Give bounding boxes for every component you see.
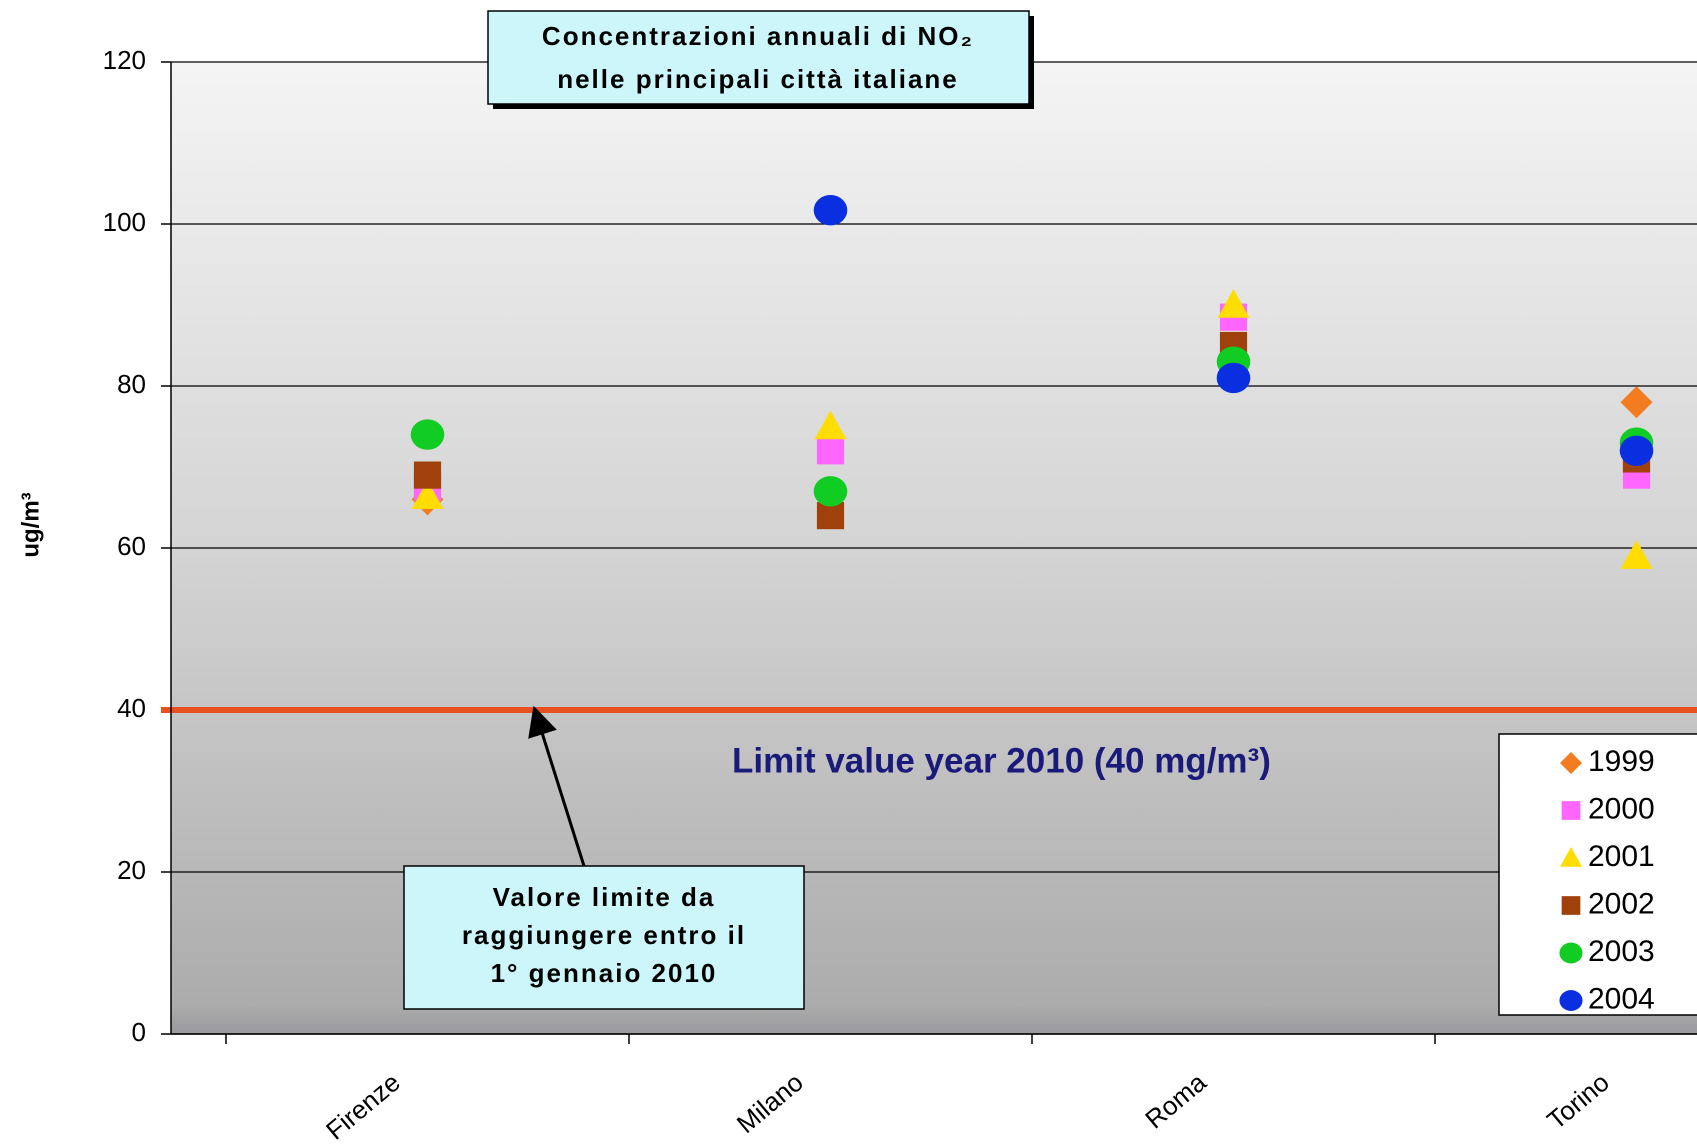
y-tick-label: 20 [117, 855, 146, 885]
marker [816, 502, 845, 530]
title-box: Concentrazioni annuali di NO₂ nelle prin… [487, 10, 1034, 109]
legend-box [1498, 733, 1697, 1016]
marker [813, 476, 848, 507]
legend: 1999 2000 2001 2002 2003 2004 [1498, 733, 1697, 1016]
y-tick-label: 40 [117, 693, 146, 723]
note-line: raggiungere entro il [462, 920, 746, 950]
marker [1217, 289, 1250, 318]
marker [1559, 942, 1583, 964]
marker [1620, 540, 1653, 569]
x-tick-label: Milano [731, 1067, 809, 1139]
legend-label: 2000 [1588, 792, 1655, 825]
y-axis-label: ug/m³ [17, 492, 44, 557]
marker [1560, 752, 1582, 774]
marker [413, 461, 442, 489]
marker [1561, 801, 1581, 820]
y-tick-label: 80 [117, 369, 146, 399]
note-box: Valore limite da raggiungere entro il 1°… [403, 865, 805, 1010]
note-line: 1° gennaio 2010 [491, 958, 718, 988]
title-line: nelle principali città italiane [557, 64, 959, 94]
marker [1619, 435, 1654, 466]
marker [410, 419, 445, 450]
legend-label: 1999 [1588, 745, 1655, 778]
marker [816, 437, 845, 465]
marker [1216, 362, 1251, 394]
arrow [528, 705, 586, 867]
y-tick-label: 0 [132, 1017, 146, 1047]
y-tick-label: 120 [103, 45, 146, 75]
marker [411, 480, 444, 509]
marker [813, 195, 848, 226]
y-tick-label: 100 [103, 207, 146, 237]
marker [1561, 896, 1581, 915]
marker [1560, 847, 1582, 867]
marker [1559, 990, 1583, 1011]
title-line: Concentrazioni annuali di NO₂ [542, 21, 974, 51]
legend-label: 2002 [1588, 887, 1655, 920]
note-line: Valore limite da [493, 882, 716, 912]
y-tick-label: 60 [117, 531, 146, 561]
legend-label: 2003 [1588, 935, 1655, 968]
limit-label: Limit value year 2010 (40 mg/m³) [732, 741, 1271, 780]
legend-label: 2001 [1588, 840, 1655, 873]
x-tick-label: Roma [1139, 1067, 1212, 1135]
legend-label: 2004 [1588, 982, 1655, 1015]
x-tick-label: Torino [1541, 1067, 1615, 1136]
x-tick-label: Firenze [320, 1067, 406, 1144]
marker [814, 410, 847, 440]
marker [1620, 386, 1653, 419]
